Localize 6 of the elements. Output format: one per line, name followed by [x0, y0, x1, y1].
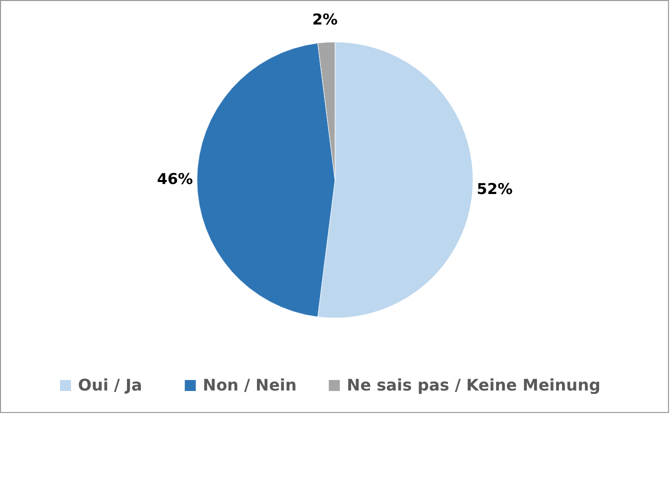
legend-label: Non / Nein — [202, 375, 297, 394]
data-label: 52% — [476, 180, 513, 198]
data-label: 46% — [157, 170, 193, 188]
legend-label: Ne sais pas / Keine Meinung — [346, 375, 600, 394]
data-label: 2% — [312, 10, 338, 28]
legend-label: Oui / Ja — [78, 375, 142, 394]
